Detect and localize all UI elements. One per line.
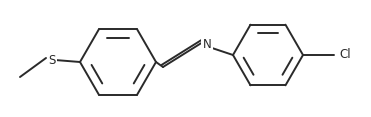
Text: Cl: Cl (339, 48, 351, 60)
Text: N: N (203, 38, 211, 51)
Text: S: S (48, 53, 56, 66)
